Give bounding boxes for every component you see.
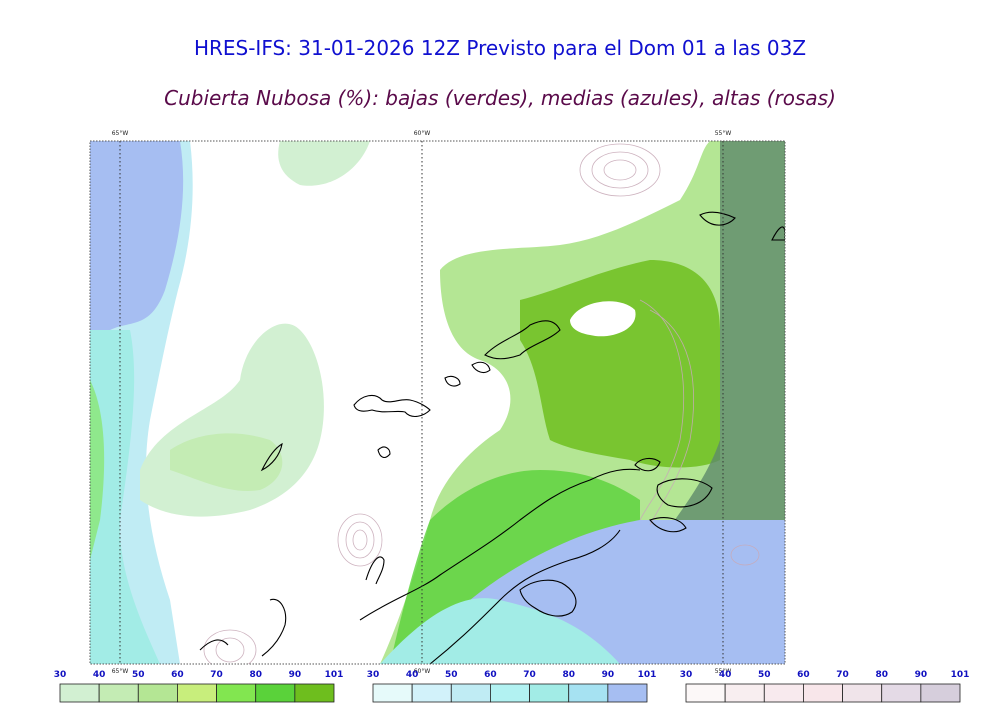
colorbar-tick-label: 60: [797, 670, 810, 680]
colorbar-swatch: [490, 683, 530, 703]
low-cloud-north: [278, 141, 370, 186]
mid-cloud-west-edge: [90, 330, 160, 664]
colorbar-tick-label: 80: [562, 670, 575, 680]
colorbar-tick-label: 50: [445, 670, 458, 680]
colorbars: 30 40 50 60 70 80 90 101 30 40 50 60 70 80 90 101 30 40 50…: [54, 670, 970, 703]
low-cloud-east-core: [520, 260, 720, 468]
colorbar-swatch: [842, 683, 883, 703]
colorbar-swatch: [685, 683, 726, 703]
map-title: HRES-IFS: 31-01-2026 12Z Previsto para e…: [193, 36, 807, 60]
cloud-field: [90, 141, 785, 664]
lon-label-55w-bottom: 55°W: [715, 668, 732, 675]
colorbar-tick-label: 60: [484, 670, 497, 680]
colorbar-swatch: [607, 683, 648, 703]
low-cloud-west: [90, 380, 105, 560]
colorbar-swatch: [59, 683, 100, 703]
colorbar-swatch: [529, 683, 570, 703]
colorbar-tick-label: 70: [836, 670, 849, 680]
colorbar-tick-label: 30: [680, 670, 693, 680]
colorbar-tick-label: 70: [210, 670, 223, 680]
colorbar-medias: 30 40 50 60 70 80 90 101: [367, 670, 657, 703]
colorbar-swatch: [411, 683, 452, 703]
colorbar-swatch: [450, 683, 491, 703]
colorbar-swatch: [881, 683, 922, 703]
mid-cloud-west-core: [90, 141, 184, 330]
map-subtitle: Cubierta Nubosa (%): bajas (verdes), med…: [164, 86, 836, 110]
colorbar-tick-label: 40: [93, 670, 106, 680]
colorbar-swatch: [294, 683, 335, 703]
colorbar-altas: 30 40 50 60 70 80 90 101: [680, 670, 970, 703]
colorbar-swatch: [98, 683, 139, 703]
colorbar-tick-label: 101: [638, 670, 657, 680]
colorbar-swatch: [177, 683, 217, 703]
colorbar-swatch: [763, 683, 804, 703]
low-cloud-center-core: [170, 433, 283, 491]
colorbar-swatch: [920, 683, 961, 703]
colorbar-tick-label: 50: [758, 670, 771, 680]
cloud-free-hole: [570, 301, 636, 337]
lon-label-60w-bottom: 60°W: [414, 668, 431, 675]
colorbar-tick-label: 80: [875, 670, 888, 680]
colorbar-tick-label: 90: [915, 670, 928, 680]
lon-label-65w-bottom: 65°W: [112, 668, 129, 675]
colorbar-tick-label: 40: [406, 670, 419, 680]
colorbar-swatch: [724, 683, 765, 703]
lon-label-55w: 55°W: [715, 130, 732, 137]
colorbar-tick-label: 40: [719, 670, 732, 680]
mid-cloud-south: [380, 598, 620, 664]
colorbar-swatch: [216, 683, 257, 703]
colorbar-tick-label: 30: [54, 670, 67, 680]
colorbar-swatch: [255, 683, 296, 703]
colorbar-tick-label: 70: [523, 670, 536, 680]
coastlines: [199, 211, 785, 664]
colorbar-bajas: 30 40 50 60 70 80 90 101: [54, 670, 344, 703]
colorbar-tick-label: 80: [249, 670, 262, 680]
colorbar-tick-label: 30: [367, 670, 380, 680]
colorbar-tick-label: 60: [171, 670, 184, 680]
colorbar-tick-label: 90: [289, 670, 302, 680]
lon-label-65w: 65°W: [112, 130, 129, 137]
colorbar-tick-label: 50: [132, 670, 145, 680]
colorbar-swatch: [803, 683, 843, 703]
colorbar-tick-label: 90: [602, 670, 615, 680]
colorbar-swatch: [137, 683, 178, 703]
lon-label-60w: 60°W: [414, 130, 431, 137]
colorbar-swatch: [372, 683, 413, 703]
colorbar-tick-label: 101: [325, 670, 344, 680]
colorbar-swatch: [568, 683, 609, 703]
colorbar-tick-label: 101: [951, 670, 970, 680]
meridians: [119, 141, 724, 664]
